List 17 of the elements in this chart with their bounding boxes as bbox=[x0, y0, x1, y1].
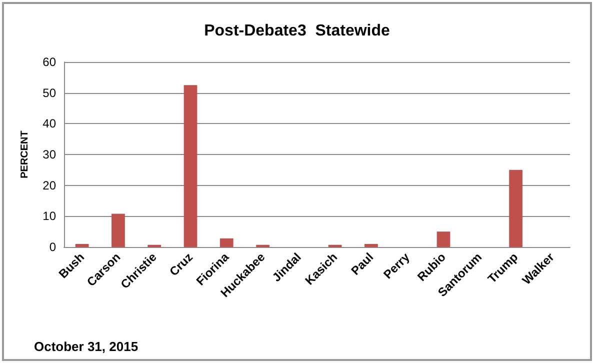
bar bbox=[436, 232, 450, 247]
y-tick-label: 20 bbox=[42, 178, 56, 192]
y-tick-label: 40 bbox=[42, 116, 56, 131]
y-tick-label: 60 bbox=[42, 55, 56, 69]
chart-title: Post-Debate3 Statewide bbox=[204, 22, 390, 40]
bar bbox=[112, 214, 125, 247]
y-tick-label: 30 bbox=[42, 148, 56, 162]
bar bbox=[220, 238, 234, 247]
y-axis-title: PERCENT bbox=[20, 130, 30, 178]
y-tick-label: 50 bbox=[42, 86, 56, 100]
bar bbox=[75, 244, 89, 247]
text: October 31, 2015 bbox=[34, 339, 138, 354]
bar bbox=[364, 244, 378, 247]
y-tick-label: 10 bbox=[42, 209, 56, 224]
bar bbox=[509, 170, 522, 247]
bar bbox=[184, 85, 198, 247]
y-tick-label: 0 bbox=[49, 240, 56, 254]
